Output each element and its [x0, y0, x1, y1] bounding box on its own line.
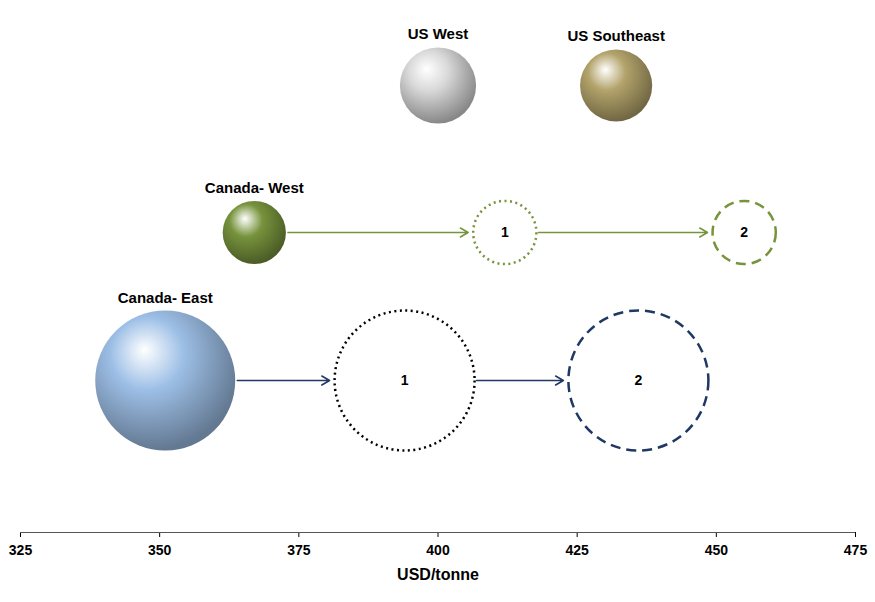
svg-text:400: 400 — [426, 542, 450, 558]
svg-text:US West: US West — [408, 25, 469, 42]
svg-text:350: 350 — [148, 542, 172, 558]
svg-text:2: 2 — [635, 372, 643, 388]
svg-text:Canada- West: Canada- West — [205, 179, 304, 196]
svg-text:USD/tonne: USD/tonne — [397, 566, 479, 583]
svg-text:2: 2 — [740, 224, 748, 240]
svg-text:325: 325 — [9, 542, 33, 558]
svg-text:450: 450 — [705, 542, 729, 558]
svg-text:1: 1 — [401, 372, 409, 388]
svg-text:US Southeast: US Southeast — [567, 27, 665, 44]
svg-text:Canada- East: Canada- East — [118, 289, 213, 306]
svg-text:425: 425 — [565, 542, 589, 558]
svg-text:1: 1 — [501, 224, 509, 240]
svg-text:475: 475 — [844, 542, 868, 558]
svg-text:375: 375 — [287, 542, 311, 558]
